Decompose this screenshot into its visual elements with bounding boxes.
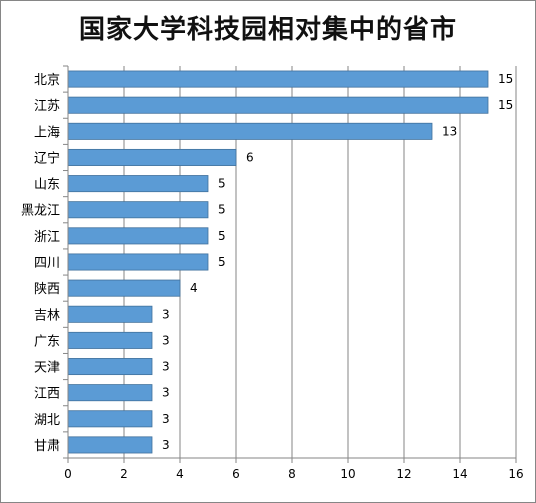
bar xyxy=(67,253,209,271)
value-label: 3 xyxy=(162,307,170,321)
labels: 0 2 4 6 8 10 12 14 16 北京 15 江苏 15 上海 13 辽宁 6 山东 5 黑龙江 5 浙江 5 四川… xyxy=(21,72,524,481)
category-label: 黑龙江 xyxy=(21,204,60,219)
bar xyxy=(67,358,153,376)
value-label: 3 xyxy=(162,438,170,452)
bar xyxy=(67,148,237,166)
x-tick-label: 4 xyxy=(176,467,184,481)
value-label: 3 xyxy=(162,412,170,426)
x-tick-label: 6 xyxy=(232,467,240,481)
bar xyxy=(67,175,209,193)
category-label: 湖北 xyxy=(34,413,60,428)
value-label: 13 xyxy=(442,124,457,138)
x-tick-label: 2 xyxy=(120,467,128,481)
bar xyxy=(67,279,181,297)
category-label: 山东 xyxy=(34,178,60,193)
value-label: 4 xyxy=(190,281,198,295)
bar xyxy=(67,96,489,114)
x-tick-label: 16 xyxy=(508,467,523,481)
bars xyxy=(67,70,489,454)
value-label: 5 xyxy=(218,255,226,269)
bar xyxy=(67,384,153,402)
value-label: 3 xyxy=(162,386,170,400)
x-tick-label: 10 xyxy=(340,467,355,481)
x-tick-label: 14 xyxy=(452,467,467,481)
bar xyxy=(67,436,153,454)
category-label: 甘肃 xyxy=(34,439,60,454)
x-tick-label: 0 xyxy=(64,467,72,481)
value-label: 5 xyxy=(218,229,226,243)
category-label: 江苏 xyxy=(34,98,60,114)
chart-title: 国家大学科技园相对集中的省市 xyxy=(78,15,457,45)
bar xyxy=(67,410,153,428)
value-label: 15 xyxy=(498,98,513,112)
category-label: 天津 xyxy=(34,361,60,376)
x-tick-label: 8 xyxy=(288,467,296,481)
bar xyxy=(67,122,433,140)
category-label: 江西 xyxy=(34,387,60,402)
axes xyxy=(63,65,517,463)
bar xyxy=(67,227,209,245)
category-label: 广东 xyxy=(34,334,60,349)
category-label: 浙江 xyxy=(34,230,60,245)
value-label: 3 xyxy=(162,360,170,374)
category-label: 北京 xyxy=(34,73,60,88)
bar xyxy=(67,70,489,88)
value-label: 15 xyxy=(498,72,513,86)
category-label: 吉林 xyxy=(34,308,60,323)
value-label: 6 xyxy=(246,150,254,164)
category-label: 上海 xyxy=(34,125,60,140)
value-label: 5 xyxy=(218,203,226,217)
category-label: 陕西 xyxy=(34,282,60,297)
bar xyxy=(67,331,153,349)
bar xyxy=(67,201,209,219)
category-label: 辽宁 xyxy=(34,150,60,166)
bar xyxy=(67,305,153,323)
value-label: 3 xyxy=(162,333,170,347)
category-label: 四川 xyxy=(34,256,60,271)
x-tick-label: 12 xyxy=(396,467,411,481)
value-label: 5 xyxy=(218,177,226,191)
